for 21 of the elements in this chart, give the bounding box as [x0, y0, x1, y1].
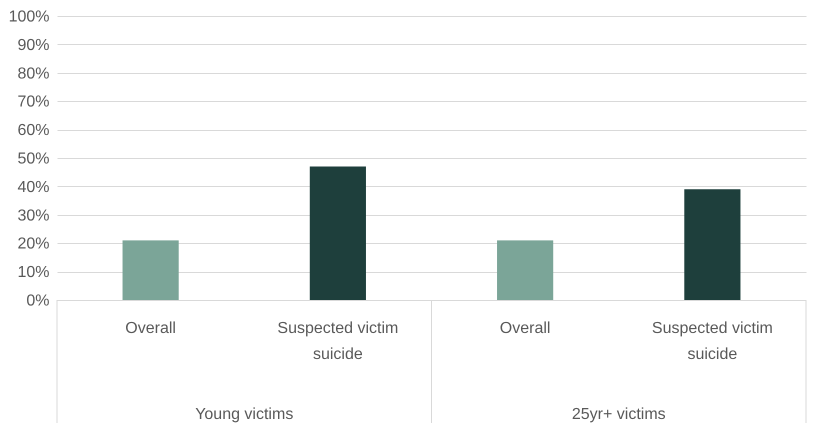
x-tick-label: Overall: [500, 320, 550, 337]
bar: [310, 166, 366, 300]
x-tick-label: Overall: [125, 320, 176, 337]
text: 25yr+ victims: [572, 406, 666, 423]
y-tick-label: 50%: [17, 150, 50, 168]
bar: [122, 240, 179, 300]
y-tick-label: 10%: [17, 264, 50, 282]
text: Young victims: [195, 406, 294, 423]
y-tick-label: 60%: [17, 122, 50, 140]
y-tick-label: 90%: [17, 36, 50, 54]
x-tick-label: Suspected victim suicide: [277, 320, 398, 363]
y-tick-label: 100%: [8, 8, 50, 26]
y-tick-label: 20%: [17, 236, 50, 253]
y-tick-label: 0%: [26, 292, 50, 310]
x-tick-label: Suspected victim suicide: [652, 320, 773, 363]
y-tick-label: 40%: [17, 178, 50, 196]
bar: [497, 240, 554, 300]
y-tick-label: 30%: [17, 207, 50, 224]
y-tick-label: 70%: [17, 94, 50, 111]
bar: [684, 189, 740, 300]
y-tick-label: 80%: [17, 65, 50, 82]
